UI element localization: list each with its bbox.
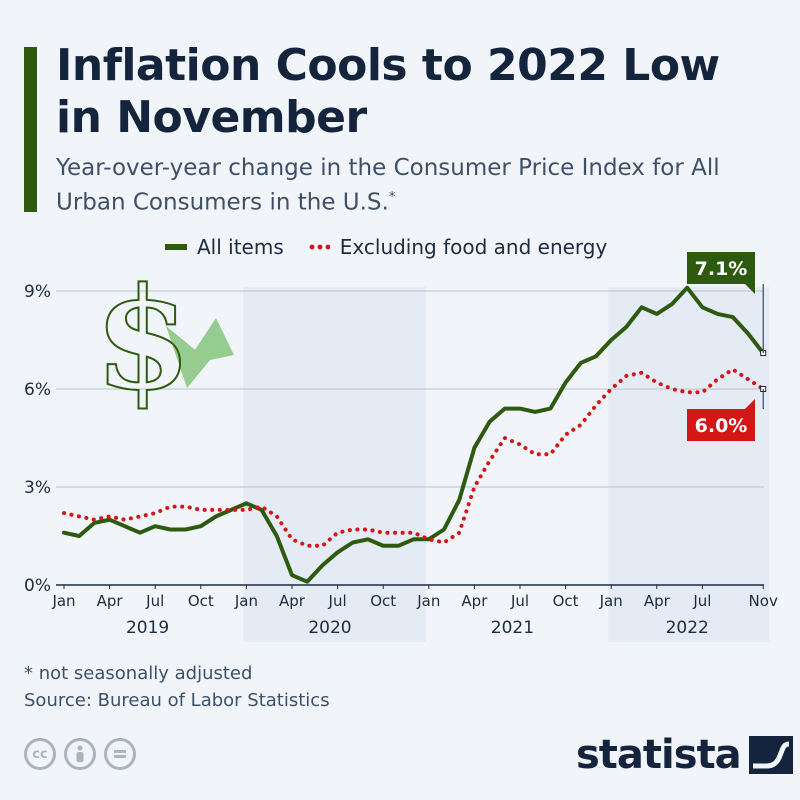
y-tick-label: 6% bbox=[24, 380, 51, 400]
year-label: 2021 bbox=[491, 618, 534, 638]
series-line-all-items bbox=[62, 285, 766, 584]
year-band-2022 bbox=[608, 287, 770, 642]
x-tick-label: Oct bbox=[188, 592, 214, 610]
y-tick-label: 9% bbox=[24, 282, 51, 302]
source-text: Source: Bureau of Labor Statistics bbox=[24, 690, 330, 711]
accent-bar bbox=[24, 47, 37, 212]
x-tick-label: Oct bbox=[553, 592, 579, 610]
person-icon[interactable] bbox=[64, 738, 96, 770]
chart-subtitle: Year-over-year change in the Consumer Pr… bbox=[56, 154, 756, 218]
legend-swatch-solid bbox=[165, 244, 187, 250]
x-tick-label: Oct bbox=[370, 592, 396, 610]
brand-text: statista bbox=[576, 732, 742, 778]
x-tick-label: Nov bbox=[749, 592, 778, 610]
footnote-text: * not seasonally adjusted bbox=[24, 663, 253, 684]
x-tick-label: Jan bbox=[51, 592, 75, 610]
callout-tail-all-items bbox=[745, 284, 755, 294]
x-tick-label: Apr bbox=[279, 592, 306, 610]
chart-title: Inflation Cools to 2022 Low in November bbox=[56, 40, 720, 143]
cc-icon[interactable]: cc bbox=[24, 738, 56, 770]
legend-label-all-items: All items bbox=[197, 235, 284, 259]
year-band-2020 bbox=[243, 287, 426, 642]
year-bands bbox=[243, 287, 770, 642]
callout-tail-core bbox=[745, 399, 755, 409]
arrow-icon bbox=[166, 318, 234, 388]
series-line-core bbox=[62, 367, 766, 548]
legend: All items Excluding food and energy bbox=[165, 232, 631, 262]
statista-mark-icon bbox=[748, 736, 793, 774]
x-tick-label: Apr bbox=[644, 592, 671, 610]
subtitle-footnote-mark: * bbox=[388, 190, 396, 205]
legend-swatch-dotted bbox=[307, 244, 330, 250]
legend-label-core: Excluding food and energy bbox=[339, 235, 608, 259]
license-icons: cc bbox=[24, 738, 136, 770]
dollar-icon: $ bbox=[94, 258, 191, 422]
callout-box-core bbox=[687, 409, 755, 441]
dollar-arrow-icon: $ bbox=[93, 257, 234, 423]
y-tick-label: 3% bbox=[24, 478, 51, 498]
callout-box-all-items bbox=[687, 252, 755, 284]
x-tick-label: Jan bbox=[416, 592, 440, 610]
x-tick-label: Jul bbox=[328, 592, 347, 610]
gridlines bbox=[56, 290, 764, 586]
x-tick-label: Jan bbox=[234, 592, 258, 610]
x-tick-label: Apr bbox=[461, 592, 488, 610]
y-tick-label: 0% bbox=[24, 576, 51, 596]
year-label: 2020 bbox=[308, 618, 351, 638]
x-tick-label: Jul bbox=[510, 592, 529, 610]
legend-item-core: Excluding food and energy bbox=[307, 235, 608, 259]
x-axis: Jan Apr Jul Oct Jan Apr Jul Oct Jan Apr Jul Oct Jan A… bbox=[51, 585, 778, 638]
callout-label-all-items: 7.1% bbox=[695, 258, 748, 280]
legend-item-all-items: All items bbox=[165, 235, 284, 259]
y-axis: 0% 3% 6% 9% bbox=[24, 282, 51, 596]
x-tick-label: Jul bbox=[145, 592, 164, 610]
end-callouts: 7.1% 6.0% bbox=[687, 252, 764, 441]
year-label: 2019 bbox=[126, 618, 169, 638]
footnote-block: * not seasonally adjusted Source: Bureau… bbox=[24, 660, 330, 714]
x-tick-label: Jan bbox=[599, 592, 623, 610]
callout-label-core: 6.0% bbox=[695, 415, 748, 437]
x-tick-label: Apr bbox=[97, 592, 124, 610]
statista-logo[interactable]: statista bbox=[576, 730, 793, 780]
subtitle-text: Year-over-year change in the Consumer Pr… bbox=[56, 155, 720, 216]
equals-icon[interactable] bbox=[104, 738, 136, 770]
year-label: 2022 bbox=[666, 618, 709, 638]
x-tick-label: Jul bbox=[692, 592, 711, 610]
